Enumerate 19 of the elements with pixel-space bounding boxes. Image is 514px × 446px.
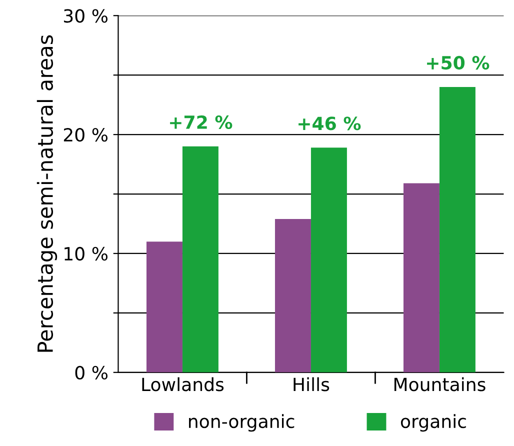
- x-tick-label: Lowlands: [142, 377, 224, 392]
- bar: [403, 183, 440, 372]
- bar: [274, 218, 311, 372]
- y-tick-label: 30 %: [64, 9, 108, 23]
- x-tick-label: Hills: [294, 377, 330, 392]
- y-tick-label: 0 %: [75, 366, 108, 380]
- legend-label: non-organic: [189, 414, 294, 432]
- annotation: +72 %: [170, 115, 232, 130]
- bar: [310, 148, 347, 372]
- annotation: +50 %: [427, 56, 490, 70]
- y-axis-title: Percentage semi-natural areas: [36, 35, 58, 352]
- bar: [439, 86, 476, 372]
- y-tick-label: 20 %: [64, 128, 108, 142]
- x-tick-label: Mountains: [394, 377, 486, 392]
- y-tick-label: 10 %: [64, 246, 108, 261]
- bar: [182, 146, 218, 372]
- legend-label: organic: [400, 414, 466, 432]
- bar: [146, 242, 182, 372]
- annotation: +46 %: [298, 116, 361, 130]
